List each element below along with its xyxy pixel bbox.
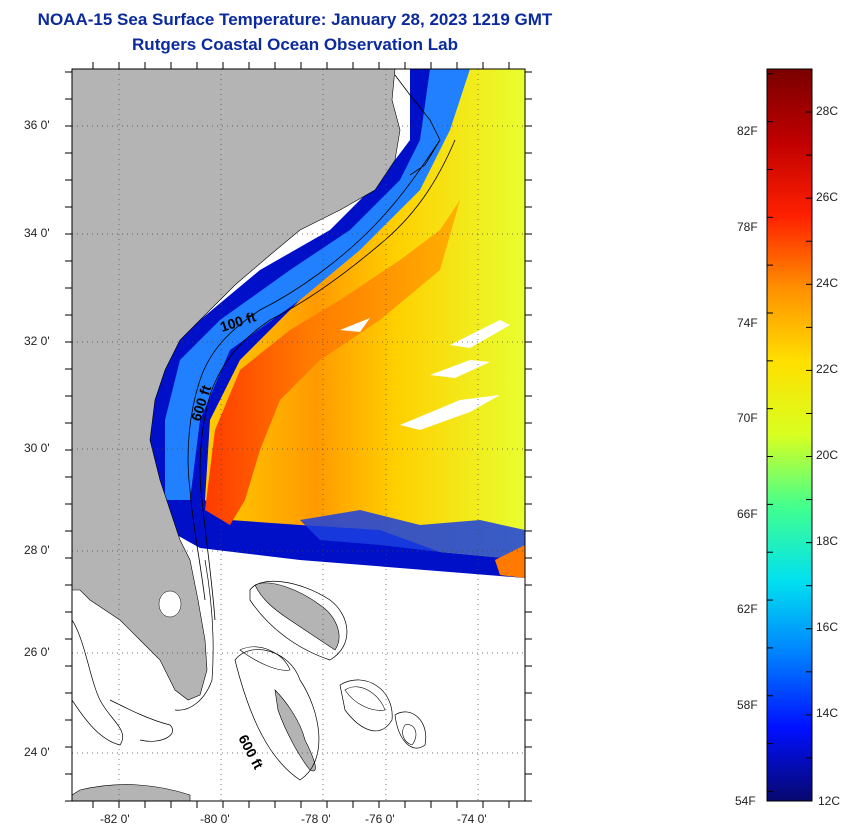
bahamas-bank-contours xyxy=(72,580,427,781)
map-area xyxy=(72,69,525,801)
lat-label-26: 26 0' xyxy=(24,645,50,659)
lat-label-28: 28 0' xyxy=(24,543,50,557)
bahamas-islands xyxy=(72,582,417,801)
lat-label-34: 34 0' xyxy=(24,226,50,240)
lat-label-24: 24 0' xyxy=(24,745,50,759)
graticule xyxy=(72,69,525,801)
lat-label-36: 36 0' xyxy=(24,118,50,132)
sst-swath-gulf-stream xyxy=(205,200,460,525)
colorbar-label-66f: 66F xyxy=(737,507,758,521)
isobath-600ft xyxy=(199,139,456,621)
colorbar-label-12c: 12C xyxy=(818,794,841,808)
colorbar-label-54f: 54F xyxy=(735,794,756,808)
lon-label-78: -78 0' xyxy=(301,812,331,826)
colorbar-label-58f: 58F xyxy=(737,698,758,712)
isobath-florida-straits xyxy=(174,559,214,711)
sst-swath-se-warm xyxy=(495,545,525,578)
map-frame xyxy=(71,68,526,802)
lat-label-30: 30 0' xyxy=(24,441,50,455)
lake-okeechobee xyxy=(158,590,182,618)
colorbar-label-62f: 62F xyxy=(737,602,758,616)
colorbar-label-26c: 26C xyxy=(816,190,839,204)
map-subtitle: Rutgers Coastal Ocean Observation Lab xyxy=(132,35,458,54)
coastline-nc-sounds xyxy=(394,74,441,176)
colorbar-label-82f: 82F xyxy=(737,124,758,138)
colorbar-label-18c: 18C xyxy=(816,534,839,548)
colorbar-label-14c: 14C xyxy=(816,706,839,720)
colorbar-label-24c: 24C xyxy=(816,276,839,290)
lon-label-74: -74 0' xyxy=(457,812,487,826)
colorbar xyxy=(766,68,813,802)
map-title: NOAA-15 Sea Surface Temperature: January… xyxy=(37,10,553,29)
lat-label-32: 32 0' xyxy=(24,334,50,348)
sst-swath-cool-eddy xyxy=(300,510,525,560)
cloud-streaks xyxy=(340,318,510,430)
lon-label-82: -82 0' xyxy=(100,812,130,826)
lon-label-80: -80 0' xyxy=(200,812,230,826)
isobath-100ft xyxy=(187,139,441,601)
land-southeast-us xyxy=(72,69,401,701)
colorbar-label-16c: 16C xyxy=(816,620,839,634)
colorbar-label-74f: 74F xyxy=(737,316,758,330)
colorbar-label-28c: 28C xyxy=(816,104,839,118)
colorbar-label-22c: 22C xyxy=(816,362,839,376)
frame-ticks xyxy=(65,62,532,808)
colorbar-label-20c: 20C xyxy=(816,448,839,462)
colorbar-ticks xyxy=(767,68,812,802)
lon-label-76: -76 0' xyxy=(365,812,395,826)
colorbar-label-70f: 70F xyxy=(737,411,758,425)
colorbar-label-78f: 78F xyxy=(737,220,758,234)
